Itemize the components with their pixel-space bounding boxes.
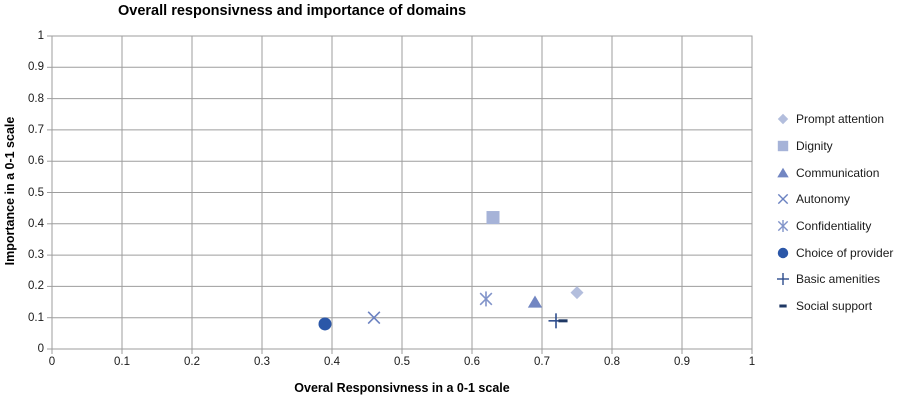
legend-label: Communication — [796, 165, 880, 180]
y-tick-label: 0.8 — [28, 92, 44, 105]
legend-item-choice-of-provider[interactable]: Choice of provider — [775, 239, 893, 266]
legend-marker-x-star-icon — [777, 220, 789, 233]
y-axis-title: Importance in a 0-1 scale — [3, 116, 17, 266]
marker-circle — [777, 247, 789, 258]
legend-marker-x-icon — [777, 194, 789, 205]
marker-square — [486, 211, 500, 225]
marker-square — [777, 140, 789, 152]
legend-item-basic-amenities[interactable]: Basic amenities — [775, 266, 893, 293]
plot-border — [51, 35, 753, 350]
y-tick-label: 0.1 — [28, 311, 44, 324]
data-point-dignity[interactable] — [486, 211, 500, 225]
x-tick-label: 0.2 — [184, 356, 200, 368]
legend-item-social-support[interactable]: Social support — [775, 293, 893, 320]
legend-label: Choice of provider — [796, 245, 894, 260]
y-tick-label: 0 — [37, 343, 44, 355]
marker-x — [367, 311, 381, 325]
data-point-confidentiality[interactable] — [479, 291, 493, 307]
x-tick-label: 1 — [748, 356, 756, 368]
y-tick-label: 0.6 — [28, 155, 44, 168]
y-tick-label: 0.4 — [28, 217, 44, 230]
x-tick-label: 0.7 — [534, 356, 550, 368]
marker-triangle — [777, 167, 789, 178]
marker-x — [777, 194, 789, 205]
data-point-communication[interactable] — [527, 295, 543, 308]
data-point-prompt-attention[interactable] — [570, 286, 584, 300]
legend-item-autonomy[interactable]: Autonomy — [775, 186, 893, 213]
y-tick-label: 0.7 — [28, 123, 44, 136]
x-tick-label: 0.5 — [394, 356, 410, 368]
marker-dash — [558, 319, 568, 323]
x-tick-label: 0.4 — [324, 356, 340, 368]
data-point-choice-of-provider[interactable] — [318, 317, 332, 331]
x-tick-label: 0 — [48, 356, 56, 368]
legend-label: Dignity — [796, 139, 833, 154]
x-tick-label: 0.3 — [254, 356, 270, 368]
legend-item-confidentiality[interactable]: Confidentiality — [775, 213, 893, 240]
legend-item-communication[interactable]: Communication — [775, 159, 893, 186]
y-tick-label: 0.9 — [28, 61, 44, 74]
legend-item-prompt-attention[interactable]: Prompt attention — [775, 106, 893, 133]
x-tick-label: 0.1 — [114, 356, 130, 368]
legend-marker-diamond-icon — [777, 114, 789, 125]
data-point-social-support[interactable] — [558, 319, 568, 323]
legend-item-dignity[interactable]: Dignity — [775, 133, 893, 160]
legend-label: Social support — [796, 299, 873, 314]
marker-dash — [779, 304, 787, 308]
marker-triangle — [527, 295, 543, 308]
data-point-autonomy[interactable] — [367, 311, 381, 325]
y-tick-label: 0.2 — [28, 280, 44, 293]
legend: Prompt attention Dignity Communication Auto… — [775, 106, 893, 320]
x-tick-label: 0.6 — [464, 356, 480, 368]
legend-label: Autonomy — [796, 192, 851, 207]
chart-title: Overall responsivness and importance of … — [118, 3, 467, 19]
marker-circle — [318, 317, 332, 331]
legend-label: Basic amenities — [796, 272, 881, 287]
marker-diamond — [777, 114, 789, 125]
legend-marker-triangle-icon — [777, 167, 789, 178]
legend-marker-circle-icon — [777, 247, 789, 258]
legend-label: Prompt attention — [796, 112, 885, 127]
legend-marker-square-icon — [777, 140, 789, 152]
x-tick-label: 0.8 — [604, 356, 620, 368]
y-tick-label: 0.3 — [28, 249, 44, 262]
legend-marker-dash-icon — [779, 304, 787, 308]
legend-label: Confidentiality — [796, 219, 872, 234]
x-tick-label: 0.9 — [674, 356, 690, 368]
y-tick-label: 0.5 — [28, 186, 44, 199]
x-axis-title: Overal Responsivness in a 0-1 scale — [294, 381, 510, 395]
legend-marker-plus-icon — [777, 273, 789, 286]
y-tick-label: 1 — [37, 30, 44, 42]
marker-diamond — [570, 286, 584, 300]
